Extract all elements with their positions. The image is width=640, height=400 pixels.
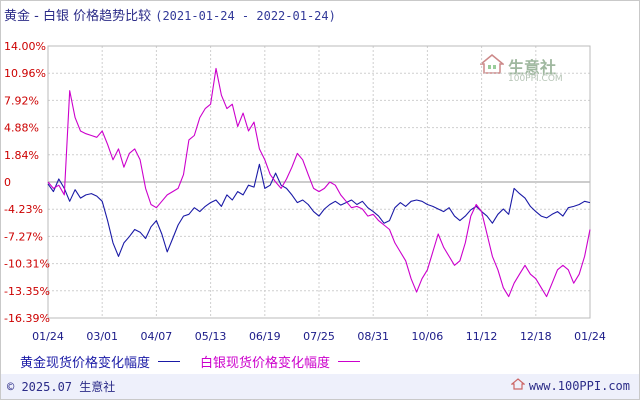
- x-tick-labels: 01/24 03/01 04/07 05/13 06/19 07/25 08/31 10/06…: [32, 330, 606, 343]
- x-tick-label: 07/25: [303, 330, 335, 343]
- series-line-silver: [47, 67, 591, 298]
- x-tick-label: 11/12: [466, 330, 498, 343]
- watermark-brand: 生意社: [508, 58, 557, 77]
- x-tick-label: 06/19: [249, 330, 281, 343]
- legend-swatch-silver: [338, 361, 361, 362]
- legend-item-gold: 黄金现货价格变化幅度: [20, 352, 181, 371]
- footer-copyright: © 2025.07 生意社: [7, 380, 116, 394]
- y-tick-label: 0: [4, 176, 11, 189]
- legend-swatch-gold: [158, 361, 181, 362]
- y-tick-label: -13.35%: [4, 285, 50, 298]
- chart-title: 黄金 - 白银 价格趋势比较 (2021-01-24 - 2022-01-24): [4, 5, 336, 24]
- y-tick-label: 4.88%: [4, 122, 39, 135]
- y-tick-label: -4.23%: [4, 203, 43, 216]
- footer-bar: [1, 374, 639, 399]
- y-tick-labels: 14.00% 10.96% 7.92% 4.88% 1.84% 0 -4.23% -7.27%…: [4, 40, 50, 325]
- chart-date-range: (2021-01-24 - 2022-01-24): [155, 9, 336, 23]
- chart-legend: 黄金现货价格变化幅度 白银现货价格变化幅度: [0, 352, 640, 372]
- legend-label-silver: 白银现货价格变化幅度: [200, 356, 331, 371]
- legend-label-gold: 黄金现货价格变化幅度: [20, 356, 151, 371]
- x-tick-label: 12/18: [520, 330, 552, 343]
- y-tick-label: -7.27%: [4, 230, 43, 243]
- x-tick-label: 01/24: [574, 330, 606, 343]
- chart-title-text: 黄金 - 白银 价格趋势比较: [4, 9, 152, 24]
- x-tick-label: 08/31: [357, 330, 389, 343]
- series-lines: [47, 67, 591, 298]
- y-tick-label: 1.84%: [4, 149, 39, 162]
- x-tick-label: 03/01: [86, 330, 118, 343]
- x-tick-label: 10/06: [412, 330, 444, 343]
- x-tick-label: 05/13: [195, 330, 227, 343]
- chart-grid: [47, 45, 591, 319]
- x-tick-label: 01/24: [32, 330, 64, 343]
- y-tick-label: 14.00%: [4, 40, 46, 53]
- series-line-gold: [47, 163, 591, 257]
- footer-link[interactable]: www.100PPI.com: [510, 378, 630, 393]
- x-tick-label: 04/07: [141, 330, 173, 343]
- footer-url: www.100PPI.com: [528, 378, 630, 393]
- y-tick-label: -10.31%: [4, 258, 50, 271]
- legend-item-silver: 白银现货价格变化幅度: [200, 352, 361, 371]
- y-tick-label: -16.39%: [4, 312, 50, 325]
- y-tick-label: 10.96%: [4, 67, 46, 80]
- y-tick-label: 7.92%: [4, 94, 39, 107]
- house-small-icon: [510, 378, 526, 393]
